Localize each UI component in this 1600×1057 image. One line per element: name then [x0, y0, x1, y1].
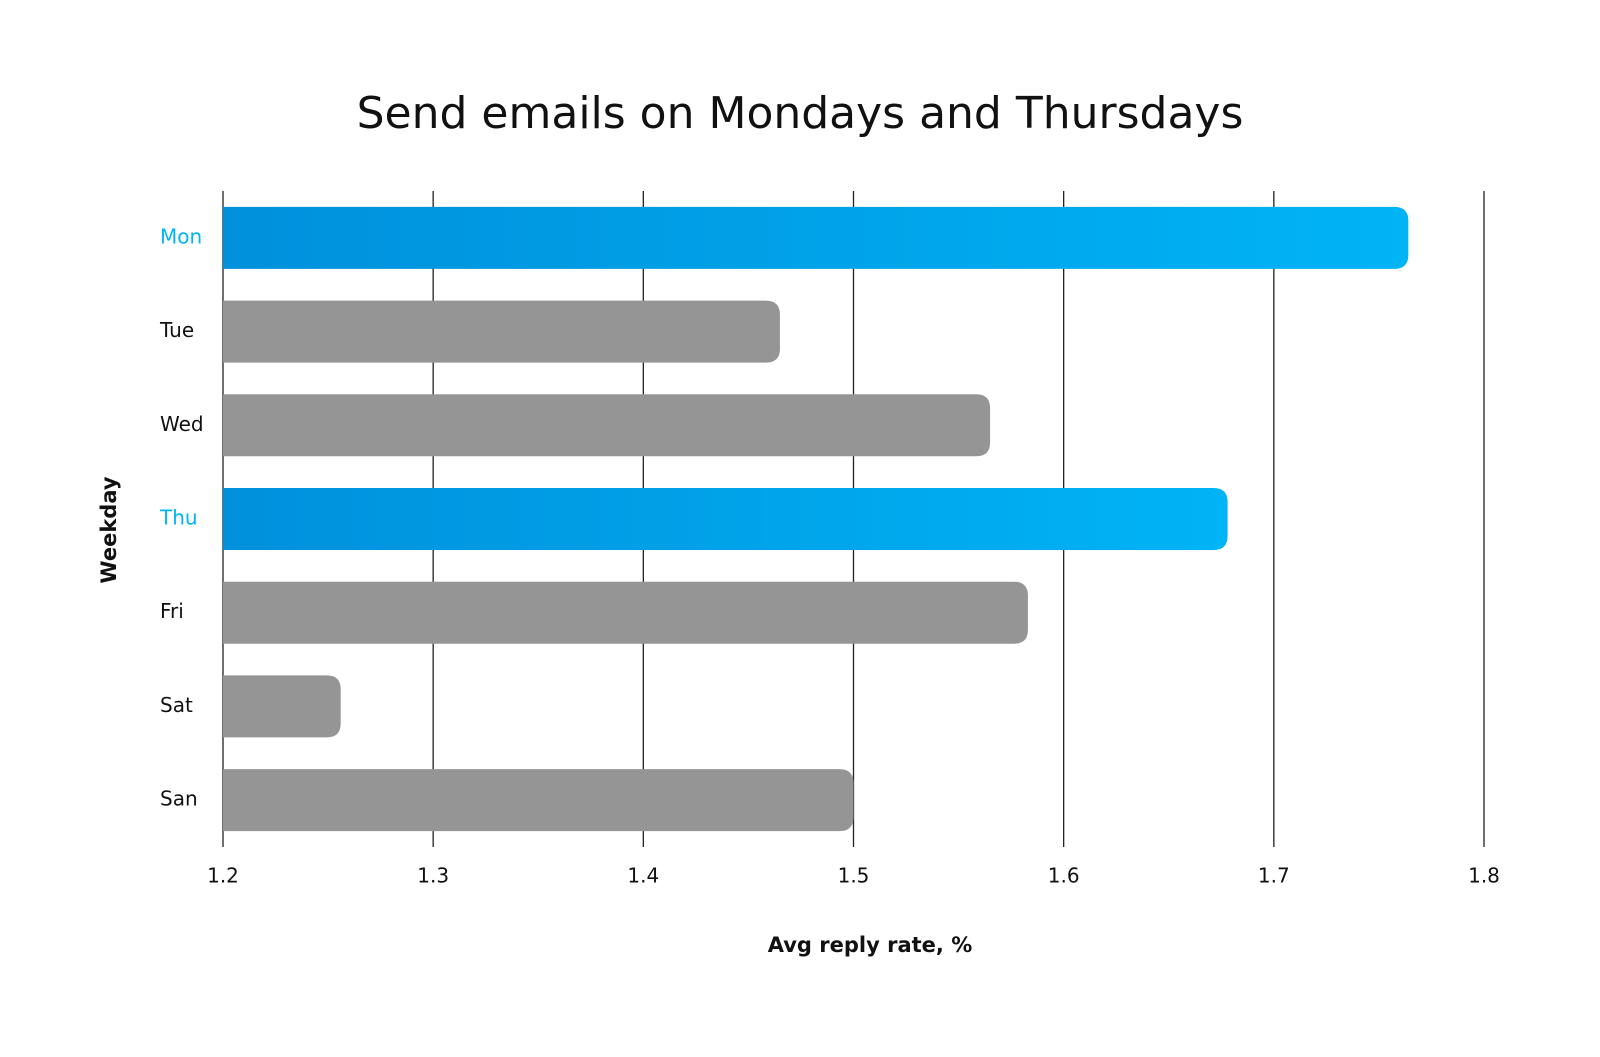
y-tick-label: Thu: [159, 506, 198, 530]
y-tick-label: Sat: [160, 693, 193, 717]
y-tick-label: Wed: [160, 412, 204, 436]
bar: [223, 488, 1228, 550]
y-tick-label: Mon: [160, 224, 202, 248]
y-tick-label: Fri: [160, 599, 184, 623]
x-tick-label: 1.5: [838, 864, 870, 888]
bar: [223, 675, 341, 738]
bar: [223, 394, 991, 457]
bar: [223, 300, 780, 363]
x-axis-label: Avg reply rate, %: [768, 933, 973, 957]
bar: [223, 206, 1409, 269]
bar: [223, 769, 854, 832]
chart-title: Send emails on Mondays and Thursdays: [357, 88, 1244, 139]
bar: [223, 581, 1028, 644]
y-tick-label: Tue: [159, 318, 194, 342]
x-tick-label: 1.8: [1468, 864, 1500, 888]
x-tick-label: 1.6: [1048, 864, 1080, 888]
x-tick-label: 1.7: [1258, 864, 1290, 888]
y-tick-label: San: [160, 787, 198, 811]
y-axis-label: Weekday: [97, 476, 121, 583]
x-tick-label: 1.2: [207, 864, 239, 888]
x-tick-label: 1.4: [627, 864, 659, 888]
x-tick-label: 1.3: [417, 864, 449, 888]
